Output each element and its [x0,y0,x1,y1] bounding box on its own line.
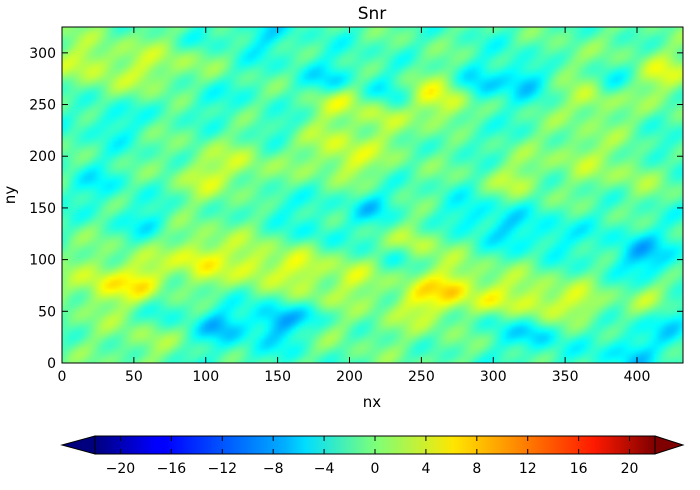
y-tick-label: 100 [29,253,56,269]
y-tick-label: 250 [29,98,56,114]
heatmap-image [62,27,683,363]
x-tick-label: 350 [552,369,579,385]
colorbar-tick-label: −12 [207,461,237,477]
colorbar-tick-label: 0 [371,461,380,477]
colorbar-extend-low [60,435,96,455]
colorbar-tick-label: −16 [157,461,187,477]
colorbar-tick-label: 12 [519,461,537,477]
x-tick-label: 200 [336,369,363,385]
y-tick-label: 300 [29,46,56,62]
x-tick-label: 250 [408,369,435,385]
y-tick-label: 0 [47,356,56,372]
x-tick-label: 100 [192,369,219,385]
y-tick-label: 200 [29,149,56,165]
plot-frame [61,26,684,364]
colorbar-tick-label: −8 [263,461,284,477]
colorbar-tick-label: 16 [570,461,588,477]
y-axis-label: ny [1,186,19,205]
y-tick-label: 50 [38,304,56,320]
chart-title: Snr [358,4,387,24]
colorbar-tick-label: −20 [106,461,136,477]
x-tick-label: 300 [480,369,507,385]
colorbar-gradient [95,436,655,454]
colorbar-ticks: −20 −16 −12 −8 −4 0 4 8 12 16 20 [106,436,639,477]
colorbar-extend-high [654,435,685,455]
x-axis-ticks: 0 50 100 150 200 250 300 350 400 [58,27,651,385]
colorbar: −20 −16 −12 −8 −4 0 4 8 12 16 20 [60,435,685,477]
x-axis-label: nx [363,393,382,411]
x-tick-label: 400 [624,369,651,385]
colorbar-tick-label: 20 [621,461,639,477]
colorbar-tick-label: 4 [421,461,430,477]
colorbar-tick-label: 8 [472,461,481,477]
heatmap-layer [62,27,683,363]
x-tick-label: 150 [264,369,291,385]
y-axis-ticks: 0 50 100 150 200 250 300 [29,46,683,372]
colorbar-tick-label: −4 [314,461,335,477]
x-tick-label: 0 [58,369,67,385]
y-tick-label: 150 [29,201,56,217]
x-tick-label: 50 [125,369,143,385]
